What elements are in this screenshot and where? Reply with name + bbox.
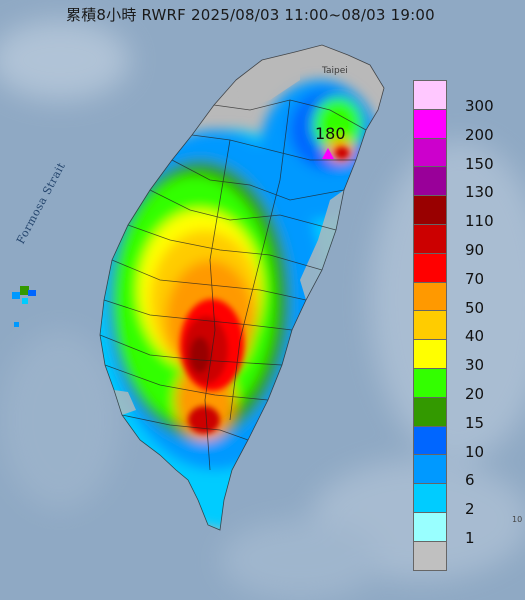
city-label: Taipei <box>322 66 348 76</box>
legend-label: 90 <box>465 241 485 259</box>
max-value-marker-icon <box>322 148 334 159</box>
county-boundaries <box>99 44 385 531</box>
legend-swatch <box>413 195 447 225</box>
legend-swatch <box>413 281 447 312</box>
legend-swatch <box>413 310 447 341</box>
legend-label: 1 <box>465 529 475 547</box>
max-value-label: 180 <box>315 124 346 143</box>
legend-label: 50 <box>465 298 485 317</box>
legend-label: 15 <box>465 413 485 432</box>
legend-swatch <box>413 166 447 197</box>
legend-swatch <box>413 540 447 571</box>
penghu-islands <box>12 286 36 327</box>
legend-label: 110 <box>465 212 494 231</box>
legend-swatch <box>413 137 447 168</box>
legend-swatch <box>413 108 447 139</box>
legend-swatch <box>413 396 447 427</box>
legend-label: 300 <box>465 97 494 115</box>
legend-label: 70 <box>465 269 485 288</box>
legend-swatch <box>413 224 447 254</box>
legend-swatch <box>413 368 447 398</box>
legend-label: 200 <box>465 125 494 144</box>
legend-label: 130 <box>465 183 494 202</box>
cloud-texture <box>0 20 525 600</box>
legend-swatch <box>413 80 447 110</box>
legend-label: 20 <box>465 385 485 403</box>
legend-swatch <box>413 425 447 456</box>
color-legend: 300 200 150 130 110 90 70 50 40 30 20 15 10 6 2 1 <box>413 80 518 571</box>
legend-label: 2 <box>465 500 475 519</box>
legend-swatch <box>413 483 447 513</box>
legend-label: 6 <box>465 471 475 490</box>
legend-label: 10 <box>465 442 485 461</box>
map-title: 累積8小時 RWRF 2025/08/03 11:00~08/03 19:00 <box>66 6 435 24</box>
legend-swatch <box>413 339 447 369</box>
legend-label: 150 <box>465 154 494 173</box>
corner-label: 10 <box>512 515 523 524</box>
legend-swatch <box>413 512 447 542</box>
legend-swatch <box>413 454 447 485</box>
legend-label: 40 <box>465 327 485 346</box>
legend-label: 30 <box>465 356 485 375</box>
legend-swatch <box>413 252 447 283</box>
